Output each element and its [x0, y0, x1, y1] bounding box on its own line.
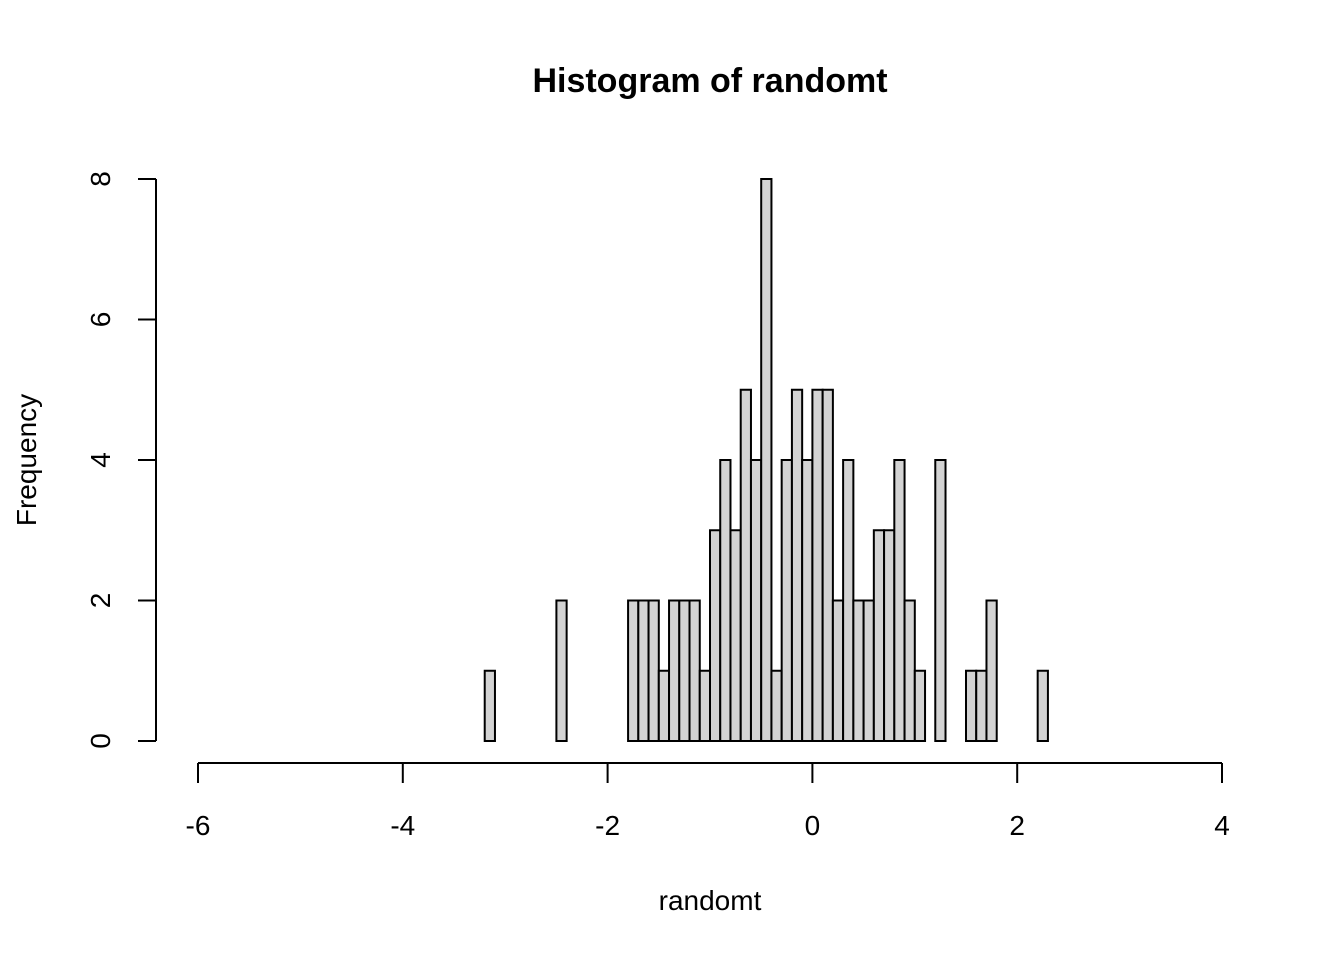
- chart-title: Histogram of randomt: [532, 62, 887, 100]
- bar: [831, 599, 845, 742]
- bar: [790, 388, 804, 742]
- y-tick-label: 8: [85, 171, 116, 187]
- x-tick-label: -4: [390, 810, 415, 841]
- bar: [842, 459, 855, 742]
- bar: [760, 178, 773, 742]
- bar: [698, 669, 712, 742]
- y-tick-label: 0: [85, 733, 116, 749]
- bar: [555, 599, 568, 742]
- bar: [801, 459, 814, 742]
- x-tick-label: 0: [805, 810, 821, 841]
- x-tick-label: -2: [595, 810, 620, 841]
- bar: [883, 529, 896, 742]
- bar: [852, 599, 865, 742]
- bar: [729, 529, 742, 742]
- bar: [688, 599, 701, 742]
- x-tick-label: 2: [1009, 810, 1025, 841]
- bar: [1036, 669, 1049, 742]
- bar: [657, 669, 671, 742]
- bar: [985, 599, 998, 742]
- bar: [862, 599, 875, 742]
- x-tick-label: -6: [186, 810, 211, 841]
- bar: [903, 599, 916, 742]
- bar: [872, 529, 886, 742]
- bar: [483, 669, 496, 742]
- bar: [821, 388, 834, 742]
- bar: [627, 599, 640, 742]
- bar: [770, 669, 783, 742]
- bar: [893, 459, 906, 742]
- bar: [709, 529, 722, 742]
- bar: [739, 388, 752, 742]
- y-tick-label: 2: [85, 593, 116, 609]
- bar: [975, 669, 988, 742]
- x-axis-label: randomt: [659, 885, 762, 916]
- bar: [913, 669, 927, 742]
- bar: [678, 599, 691, 742]
- y-tick-label: 4: [85, 452, 116, 468]
- bar: [637, 599, 650, 742]
- bar: [749, 459, 763, 742]
- bar: [811, 388, 824, 742]
- y-axis-label: Frequency: [11, 394, 42, 526]
- bar: [780, 459, 793, 742]
- bar: [668, 599, 681, 742]
- bar: [719, 459, 732, 742]
- bar: [647, 599, 660, 742]
- x-tick-label: 4: [1214, 810, 1230, 841]
- bar: [965, 669, 978, 742]
- bar: [934, 459, 947, 742]
- y-tick-label: 6: [85, 312, 116, 328]
